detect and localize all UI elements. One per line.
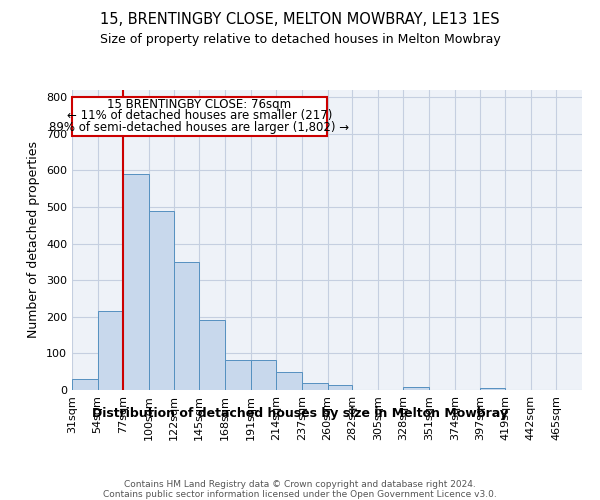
Bar: [328, 384, 352, 390]
Bar: [225, 360, 251, 390]
Bar: [251, 360, 276, 390]
Bar: [199, 320, 225, 390]
Bar: [72, 379, 98, 390]
Text: Distribution of detached houses by size in Melton Mowbray: Distribution of detached houses by size …: [92, 408, 508, 420]
Text: Size of property relative to detached houses in Melton Mowbray: Size of property relative to detached ho…: [100, 32, 500, 46]
Text: Contains public sector information licensed under the Open Government Licence v3: Contains public sector information licen…: [103, 490, 497, 499]
Text: ← 11% of detached houses are smaller (217): ← 11% of detached houses are smaller (21…: [67, 109, 332, 122]
Text: 15, BRENTINGBY CLOSE, MELTON MOWBRAY, LE13 1ES: 15, BRENTINGBY CLOSE, MELTON MOWBRAY, LE…: [100, 12, 500, 28]
Bar: [124, 174, 149, 390]
Bar: [98, 310, 124, 390]
Text: 15 BRENTINGBY CLOSE: 76sqm: 15 BRENTINGBY CLOSE: 76sqm: [107, 98, 292, 110]
Bar: [403, 387, 429, 390]
Bar: [302, 384, 328, 390]
Text: 89% of semi-detached houses are larger (1,802) →: 89% of semi-detached houses are larger (…: [49, 120, 350, 134]
Bar: [173, 262, 199, 390]
Bar: [276, 372, 302, 390]
Bar: [149, 210, 173, 390]
Text: Contains HM Land Registry data © Crown copyright and database right 2024.: Contains HM Land Registry data © Crown c…: [124, 480, 476, 489]
FancyBboxPatch shape: [72, 98, 327, 136]
Bar: [481, 388, 505, 390]
Y-axis label: Number of detached properties: Number of detached properties: [28, 142, 40, 338]
